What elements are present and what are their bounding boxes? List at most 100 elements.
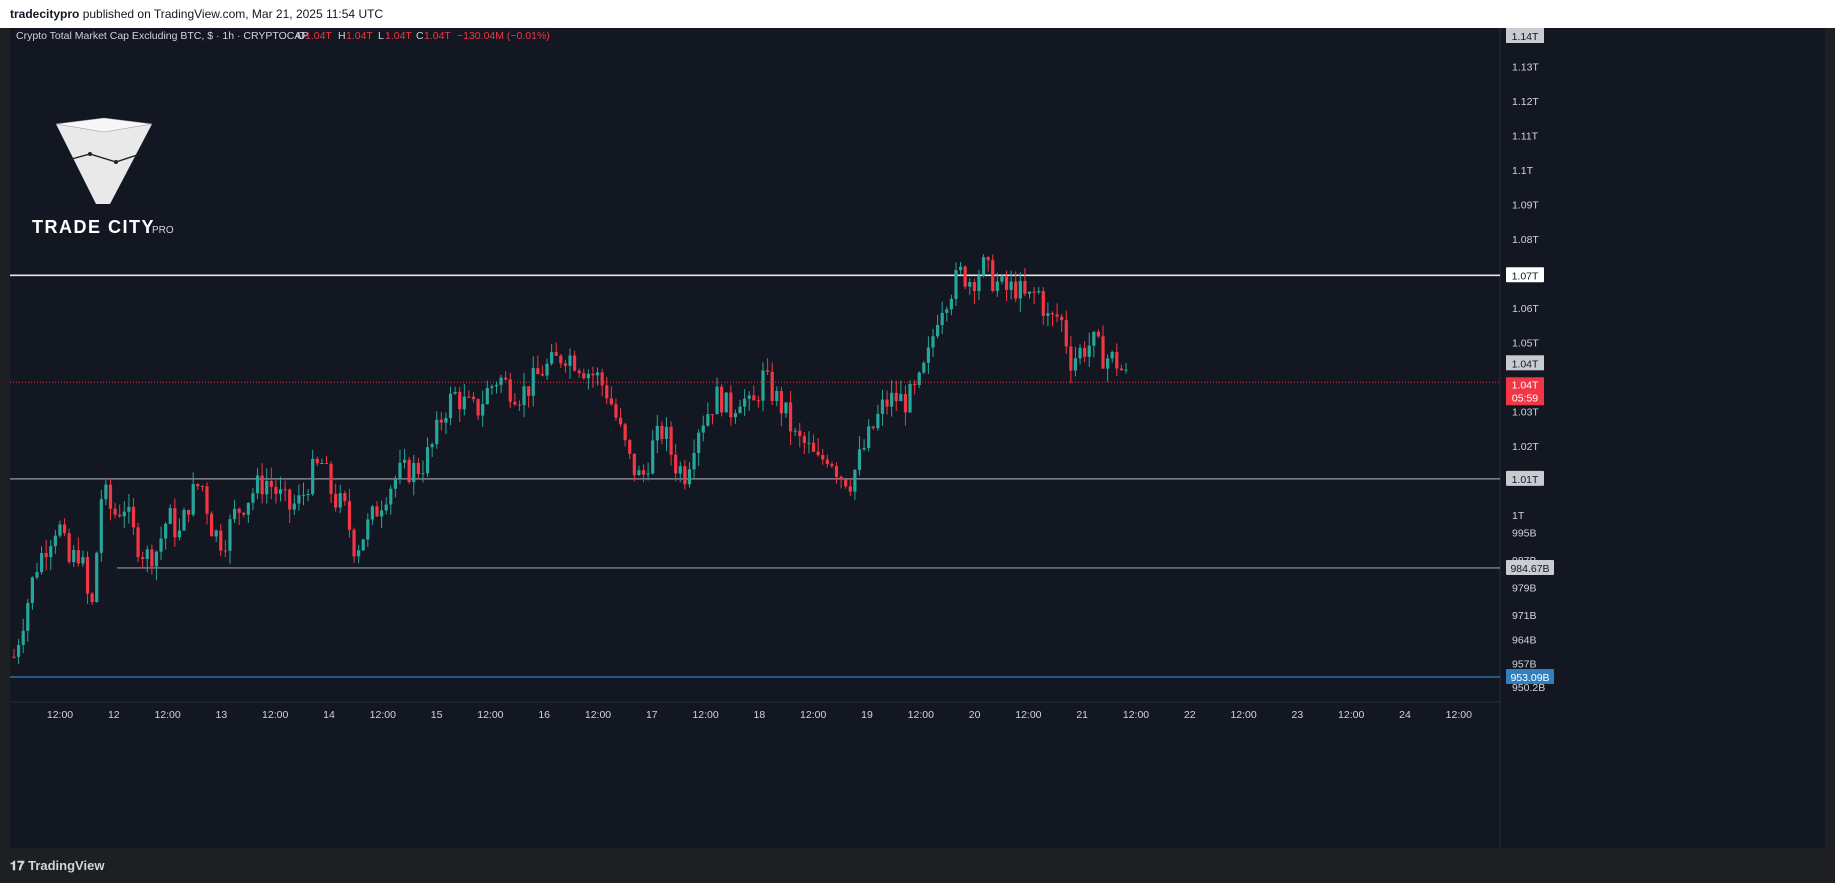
time-tick-label: 17 <box>646 709 658 721</box>
time-tick-label: 12:00 <box>262 709 288 721</box>
time-tick-label: 12:00 <box>692 709 718 721</box>
candle-body <box>127 506 131 512</box>
candle-body <box>283 489 287 491</box>
candle-body <box>255 475 260 494</box>
candle-body <box>122 511 126 517</box>
candle-body <box>306 494 310 496</box>
candle-body <box>844 479 848 487</box>
candle-body <box>637 470 641 476</box>
candle-body <box>678 466 682 474</box>
author-name[interactable]: tradecitypro <box>10 7 80 21</box>
candle-body <box>890 392 894 407</box>
candle-body <box>508 379 512 402</box>
candle-body <box>876 413 880 429</box>
candle-body <box>586 373 590 379</box>
candle-body <box>582 373 586 379</box>
candle-body <box>223 550 227 552</box>
price-chart[interactable]: Crypto Total Market Cap Excluding BTC, $… <box>10 28 1825 848</box>
candle-body <box>715 386 719 415</box>
level-price-tag <box>1506 267 1544 283</box>
candle-body <box>536 368 540 375</box>
candle-body <box>609 398 613 405</box>
candle-body <box>577 370 581 374</box>
level-price-tag <box>1506 668 1554 684</box>
time-tick-label: 16 <box>538 709 550 721</box>
candle-body <box>159 538 163 552</box>
candle-body <box>595 372 600 376</box>
candle-body <box>972 281 976 292</box>
candle-body <box>632 453 636 476</box>
candle-body <box>380 510 384 517</box>
chart-area[interactable]: Crypto Total Market Cap Excluding BTC, $… <box>10 28 1825 848</box>
candle-body <box>1041 291 1045 316</box>
candle-body <box>1083 347 1087 357</box>
candle-body <box>793 430 797 432</box>
level-price-text: 984.67B <box>1510 563 1549 575</box>
candle-body <box>867 426 871 448</box>
candle-body <box>572 355 577 371</box>
candle-body <box>513 401 517 405</box>
candle-body <box>1037 291 1041 293</box>
candle-body <box>945 309 949 313</box>
candle-body <box>412 463 416 483</box>
candle-body <box>527 386 531 396</box>
candle-body <box>476 399 480 416</box>
candle-body <box>871 426 875 429</box>
candle-body <box>756 400 760 402</box>
level-price-tag <box>1506 559 1554 575</box>
price-axis[interactable]: 1.13T 1.12T 1.11T 1.1T 1.09T 1.08T 1.06T 1.05T 1… <box>1512 62 1545 694</box>
candle-body <box>504 377 508 380</box>
candle-body <box>1101 336 1105 369</box>
candle-body <box>839 476 843 480</box>
candle-body <box>1046 313 1050 316</box>
candle-body <box>1092 331 1096 346</box>
candle-body <box>1096 331 1101 337</box>
top-price-tag <box>1506 28 1544 43</box>
candle-body <box>1069 346 1073 371</box>
time-tick-label: 20 <box>969 709 981 721</box>
candle-body <box>825 459 829 465</box>
candle-body <box>136 527 140 558</box>
candle-body <box>99 499 103 553</box>
candle-body <box>614 404 618 418</box>
candle-body <box>131 506 136 528</box>
candle-body <box>113 508 117 515</box>
price-tick-label: 1.02T <box>1512 441 1539 453</box>
candle-body <box>926 347 931 363</box>
candle-body <box>430 444 434 448</box>
candle-body <box>706 414 710 426</box>
candle-body <box>1087 345 1091 357</box>
candle-body <box>779 391 783 414</box>
candle-body <box>81 557 85 564</box>
candle-body <box>352 529 356 557</box>
candle-body <box>187 509 191 515</box>
horizontal-levels: 1.07T 1.01T 984.67B 953.09B <box>10 267 1554 684</box>
candle-body <box>1073 358 1078 371</box>
candle-body <box>664 426 669 439</box>
tradingview-footer[interactable]: 𝟏𝟕 TradingView <box>10 858 104 874</box>
candle-body <box>540 374 545 376</box>
candle-body <box>168 508 172 524</box>
candle-body <box>641 470 646 475</box>
candle-body <box>471 396 476 400</box>
price-tick-label: 1.11T <box>1512 131 1539 143</box>
candle-body <box>12 656 16 658</box>
price-tick-label: 1.05T <box>1512 338 1539 350</box>
candle-body <box>435 419 439 445</box>
candle-body <box>618 417 623 425</box>
prev-close-text: 1.04T <box>1512 358 1539 370</box>
candle-body <box>1050 313 1055 315</box>
candle-body <box>402 459 407 463</box>
candle-body <box>173 508 177 538</box>
candle-body <box>913 383 917 386</box>
candle-body <box>600 372 604 386</box>
time-axis[interactable]: 12:00 12 12:00 13 12:00 14 12:00 15 12:00 16 12:00… <box>47 709 1472 721</box>
candle-body <box>816 451 820 456</box>
candle-body <box>393 478 397 489</box>
candle-body <box>761 370 765 401</box>
candle-body <box>246 502 250 515</box>
candle-body <box>1009 281 1013 291</box>
candle-body <box>444 418 448 423</box>
candle-body <box>141 557 145 559</box>
